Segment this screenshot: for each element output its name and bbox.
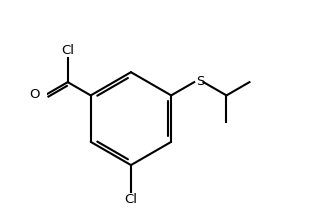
Text: O: O bbox=[29, 88, 40, 101]
Text: S: S bbox=[196, 75, 204, 88]
Text: Cl: Cl bbox=[61, 44, 74, 57]
Text: Cl: Cl bbox=[124, 193, 137, 206]
